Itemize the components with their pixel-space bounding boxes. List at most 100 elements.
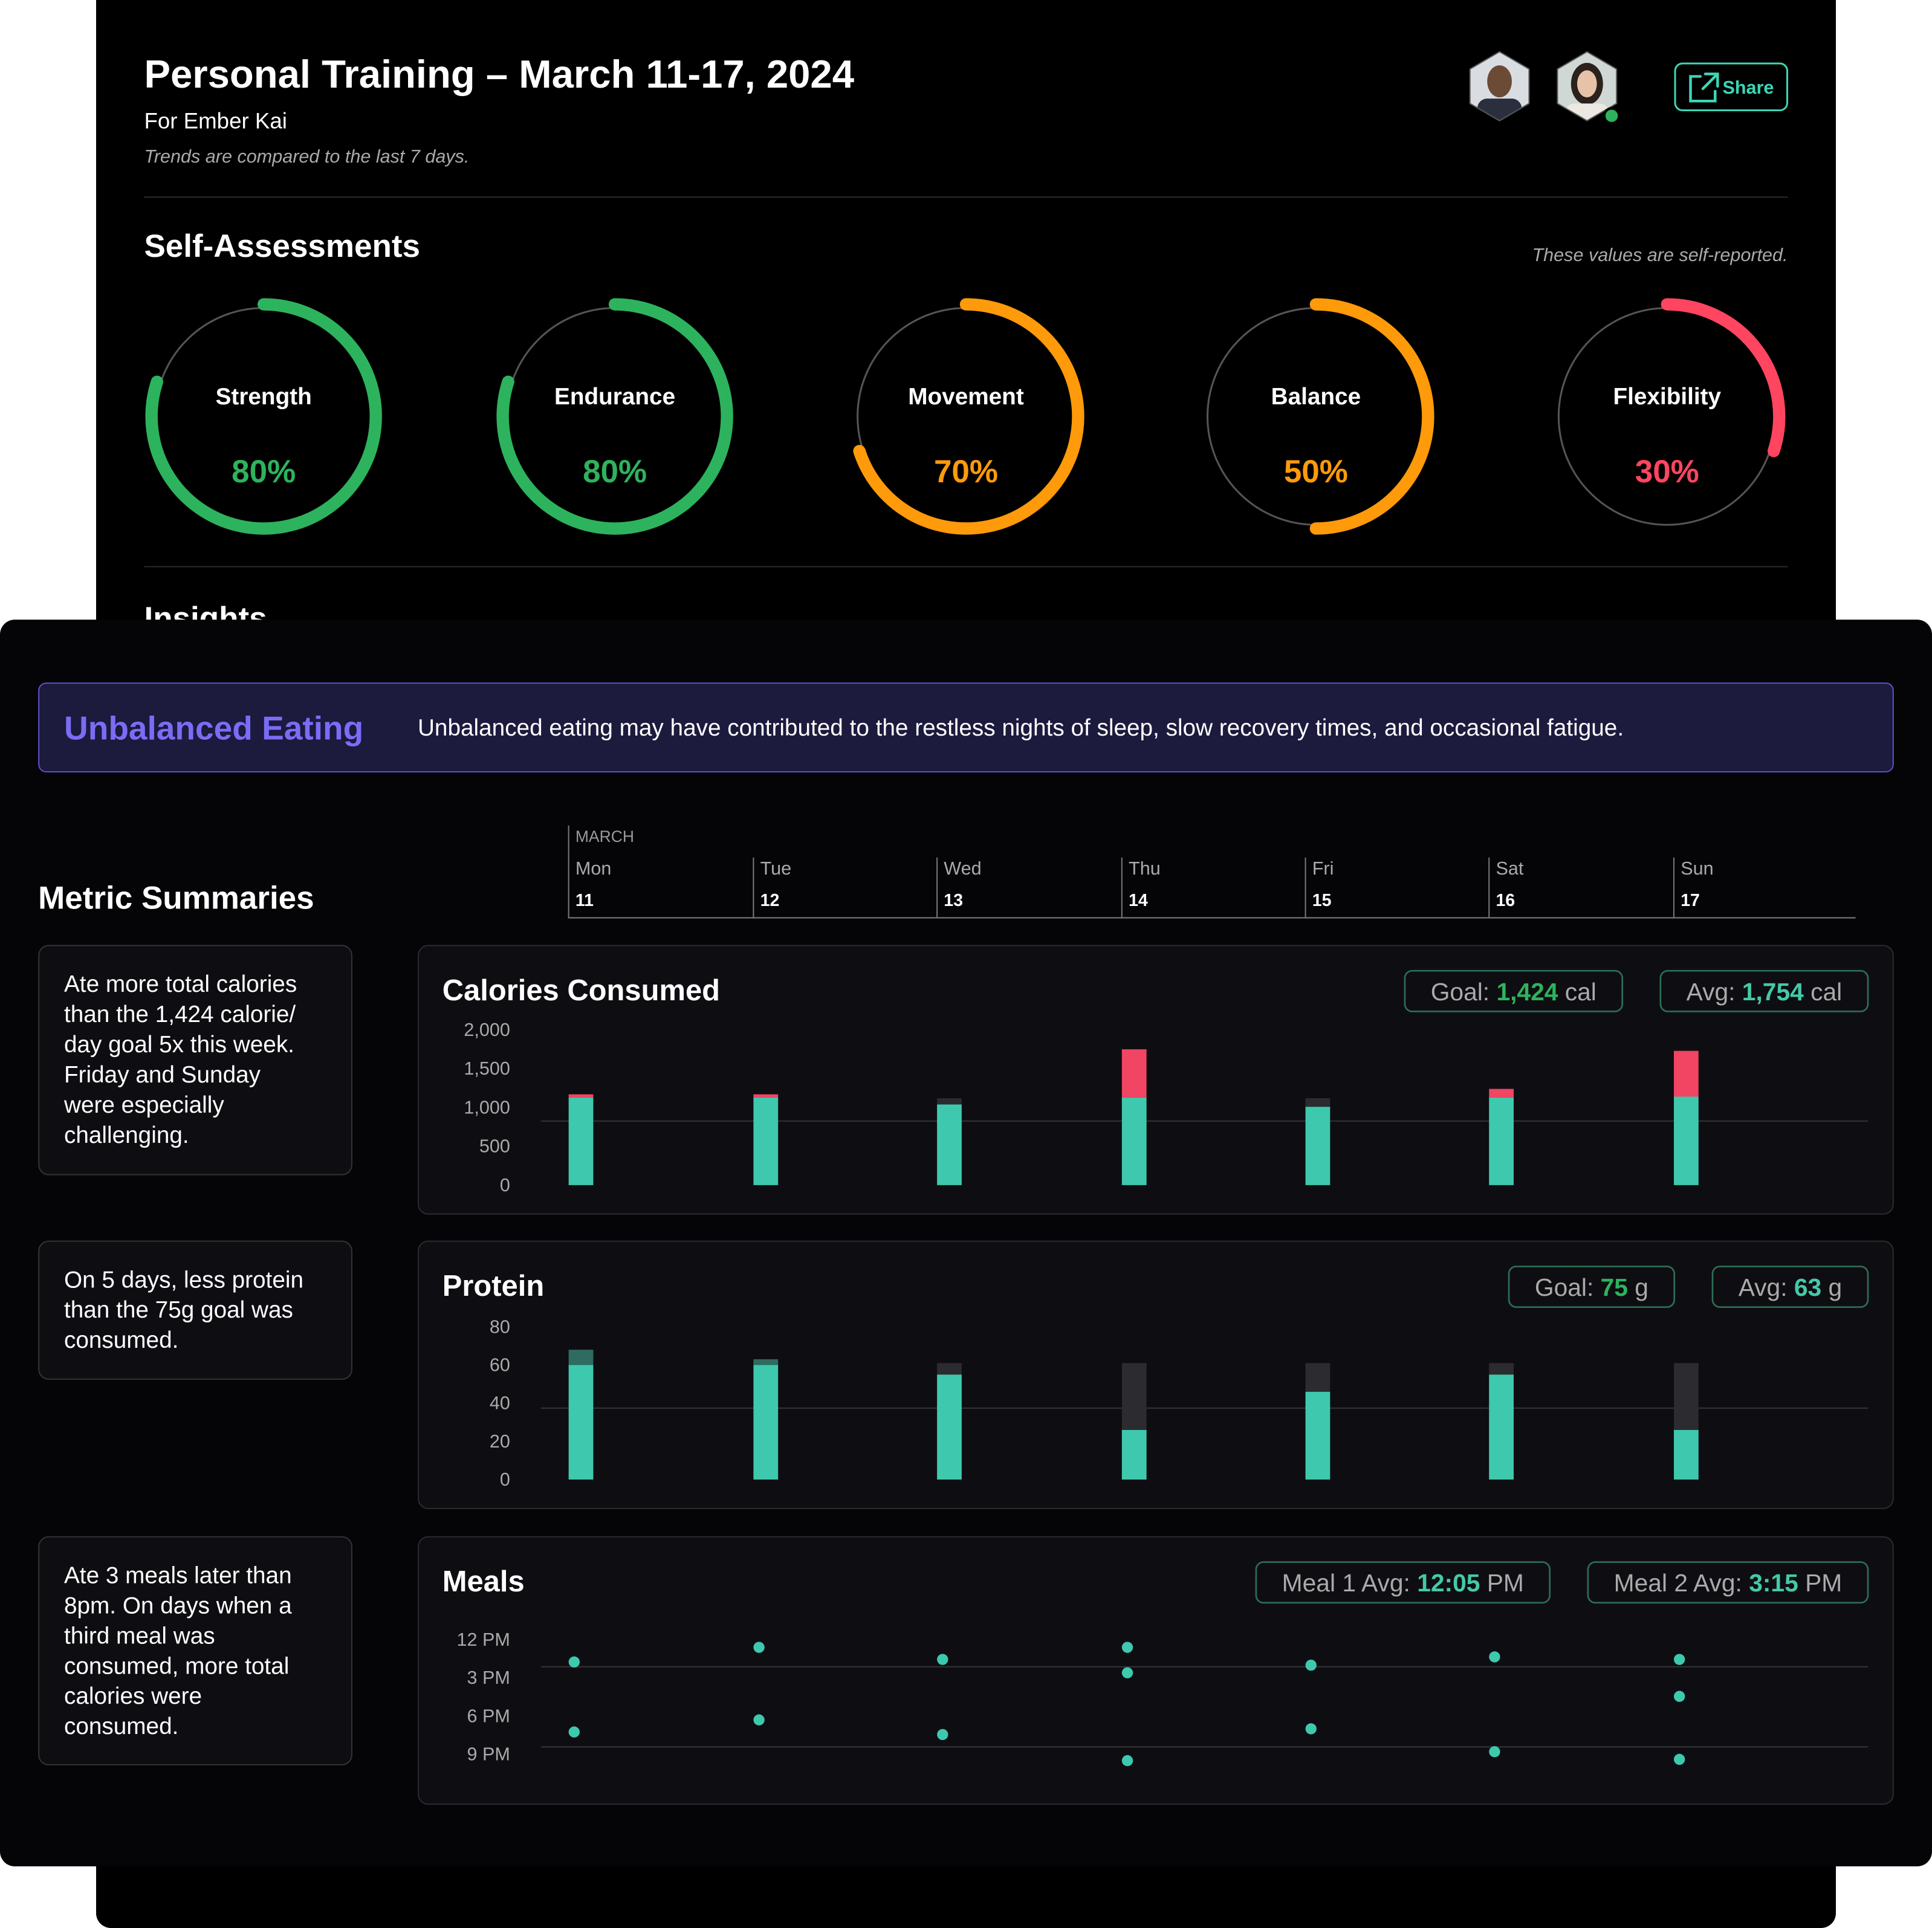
summary-box xyxy=(38,1240,352,1380)
bar-segment xyxy=(753,1359,779,1365)
summary-line: consumed. xyxy=(64,1713,178,1739)
share-label[interactable]: Share xyxy=(1722,77,1774,98)
day-date: 15 xyxy=(1312,891,1332,910)
meal-dot xyxy=(1305,1659,1317,1671)
gauge-arc xyxy=(1661,298,1786,458)
summary-box xyxy=(38,1536,352,1765)
pill-frame xyxy=(1255,1561,1551,1604)
day-name: Fri xyxy=(1312,858,1334,879)
summary-line: Ate more total calories xyxy=(64,971,297,997)
bar-segment xyxy=(1489,1363,1514,1375)
gauge-label: Movement xyxy=(908,384,1024,410)
bar-segment xyxy=(937,1104,962,1185)
day-name: Sat xyxy=(1496,858,1523,879)
pill-text: Meal 2 Avg: 3:15 PM xyxy=(1614,1569,1843,1597)
gauge-arc xyxy=(145,298,382,535)
bar-segment xyxy=(937,1374,962,1480)
y-tick-label: 0 xyxy=(500,1469,510,1490)
meal-dot xyxy=(1673,1690,1685,1702)
note: These values are self-reported. xyxy=(1532,245,1788,265)
meal-dot xyxy=(1489,1746,1500,1758)
gauge-arc xyxy=(853,298,1084,535)
bar-segment xyxy=(568,1094,594,1098)
gauge-value: 80% xyxy=(232,454,296,490)
day-name: Thu xyxy=(1129,858,1161,879)
share-icon[interactable] xyxy=(1689,73,1719,103)
y-tick-label: 500 xyxy=(479,1136,510,1157)
pill: Goal: 1,424 cal xyxy=(1404,969,1623,1012)
day-name: Mon xyxy=(575,858,611,879)
day-header: Mon 11 Tue 12 Wed 13 Thu 14 Fri 15 Sat 16 Sun 17 xyxy=(568,825,1714,918)
chart-title: Calories Consumed xyxy=(442,974,720,1007)
chart-panel xyxy=(417,1240,1894,1509)
gauge-arc xyxy=(1309,298,1434,535)
bar-segment xyxy=(1489,1089,1514,1098)
banner-text: Unbalanced eating may have contributed t… xyxy=(418,715,1624,741)
pill: Goal: 75 g xyxy=(1508,1266,1676,1308)
meal-dot xyxy=(568,1726,580,1738)
pill: Avg: 1,754 cal xyxy=(1659,969,1869,1012)
bar-segment xyxy=(1305,1098,1331,1107)
y-tick-label: 0 xyxy=(500,1175,510,1195)
gauge-value: 50% xyxy=(1284,454,1348,490)
pill-frame xyxy=(1711,1266,1869,1308)
bar-segment xyxy=(937,1098,962,1105)
pill-frame xyxy=(1508,1266,1676,1308)
y-tick-label: 9 PM xyxy=(467,1744,510,1765)
bar-segment xyxy=(937,1363,962,1375)
month-label: MARCH xyxy=(575,827,634,846)
summary-line: Ate 3 meals later than xyxy=(64,1562,292,1588)
meal-dot xyxy=(1305,1723,1317,1735)
day-name: Sun xyxy=(1681,858,1713,879)
chart-title: Meals xyxy=(442,1565,525,1598)
meal-dot xyxy=(1121,1642,1133,1653)
pill-label: Goal: xyxy=(1431,978,1490,1006)
share-frame[interactable] xyxy=(1674,62,1789,112)
share-button[interactable]: Share xyxy=(1674,62,1789,112)
y-tick-label: 3 PM xyxy=(467,1668,510,1688)
summary-box xyxy=(38,945,352,1176)
pill-unit: PM xyxy=(1487,1569,1524,1597)
gauge-label: Balance xyxy=(1271,384,1361,410)
day-date: 16 xyxy=(1496,891,1515,910)
summary-line: On 5 days, less protein xyxy=(64,1267,303,1293)
chart-panel xyxy=(417,1536,1894,1805)
chart-title: Protein xyxy=(442,1270,544,1302)
summary-line: were especially xyxy=(63,1092,224,1118)
pill-unit: g xyxy=(1635,1273,1648,1301)
bar-segment xyxy=(1305,1391,1331,1480)
charts: Calories Consumed Avg: 1,754 cal Goal: 1,4… xyxy=(417,945,1894,1805)
y-tick-label: 80 xyxy=(490,1316,510,1337)
meal-dot xyxy=(1121,1755,1133,1767)
gauge-arc xyxy=(496,298,733,535)
summary-line: third meal was xyxy=(64,1623,215,1649)
y-tick-label: 20 xyxy=(490,1431,510,1452)
y-tick-label: 12 PM xyxy=(456,1629,510,1650)
bar-segment xyxy=(1121,1429,1147,1480)
y-tick-label: 1,000 xyxy=(464,1097,510,1118)
y-tick-label: 2,000 xyxy=(464,1020,510,1040)
banner-title: Unbalanced Eating xyxy=(64,710,363,747)
meal-dot xyxy=(937,1654,948,1665)
note: Trends are compared to the last 7 days. xyxy=(144,146,469,167)
meal-dot xyxy=(568,1656,580,1668)
gauge-label: Endurance xyxy=(554,384,675,410)
pill-unit: cal xyxy=(1565,978,1596,1006)
bar-segment xyxy=(1673,1050,1699,1097)
avatar xyxy=(1557,51,1618,121)
bar-segment xyxy=(753,1094,779,1098)
bar-segment xyxy=(1121,1363,1147,1430)
meal-dot xyxy=(1489,1651,1500,1663)
bar-segment xyxy=(568,1350,594,1365)
bar-segment xyxy=(1489,1374,1514,1480)
summary-line: consumed. xyxy=(64,1327,178,1353)
summary-line: Friday and Sunday xyxy=(64,1062,261,1088)
pill-frame xyxy=(1659,969,1869,1012)
pill-text: Goal: 75 g xyxy=(1535,1273,1648,1301)
pill-value: 12:05 xyxy=(1417,1569,1480,1597)
pill-text: Avg: 63 g xyxy=(1739,1273,1842,1301)
bar-segment xyxy=(1121,1097,1147,1185)
day-date: 13 xyxy=(944,891,963,910)
